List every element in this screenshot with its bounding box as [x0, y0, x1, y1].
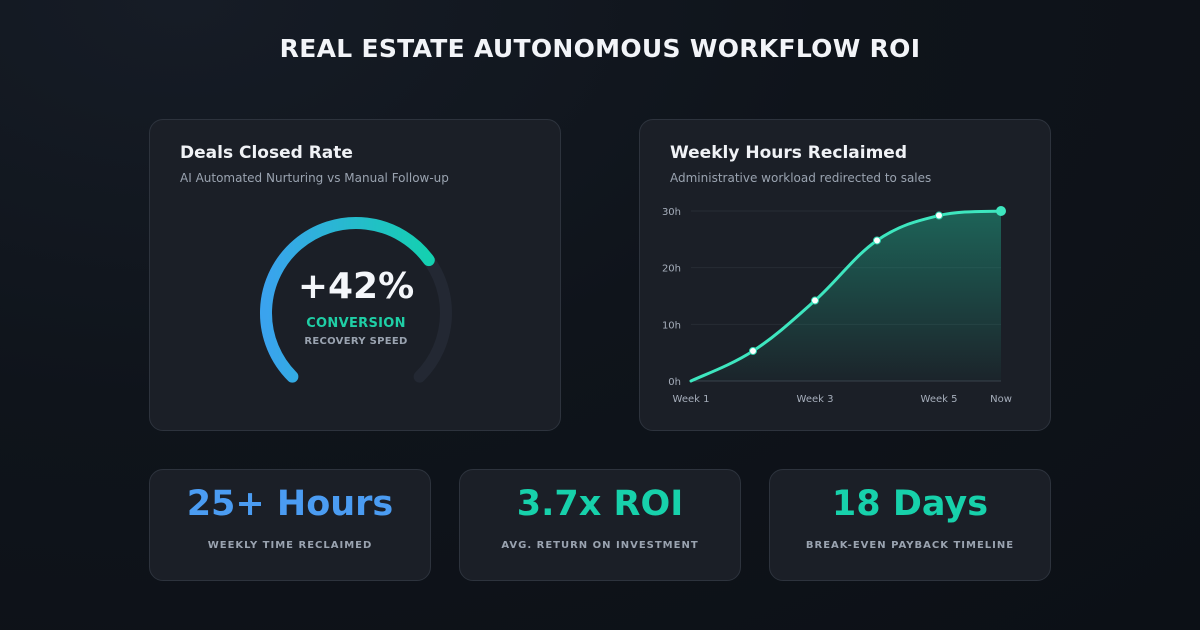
stat-caption: AVG. RETURN ON INVESTMENT: [501, 540, 699, 551]
deals-card-title: Deals Closed Rate: [180, 143, 353, 163]
gauge-label: CONVERSION: [306, 316, 406, 331]
stat-caption: BREAK-EVEN PAYBACK TIMELINE: [805, 540, 1015, 551]
data-point: [749, 346, 757, 355]
x-tick-label: Week 3: [797, 394, 834, 405]
hours-card-title: Weekly Hours Reclaimed: [670, 143, 908, 163]
stat-card-payback: 18 Days BREAK-EVEN PAYBACK TIMELINE: [769, 469, 1051, 581]
stat-value: 18 Days: [831, 484, 989, 524]
stat-card-hours: 25+ Hours WEEKLY TIME RECLAIMED: [149, 469, 431, 581]
stat-card-roi: 3.7x ROI AVG. RETURN ON INVESTMENT: [459, 469, 741, 581]
y-tick-label: 30h: [662, 207, 681, 218]
x-tick-label: Week 1: [673, 394, 710, 405]
page-title: REAL ESTATE AUTONOMOUS WORKFLOW ROI: [279, 34, 921, 63]
conversion-gauge: [260, 217, 452, 383]
gauge-value: +42%: [297, 266, 415, 307]
data-point: [996, 206, 1006, 216]
hours-area-fill: [691, 211, 1001, 381]
hours-line-chart: 0h 10h 20h 30h Week 1 Week 3 Week 5 Now: [662, 206, 1012, 405]
gauge-sublabel: RECOVERY SPEED: [304, 336, 408, 347]
data-point: [935, 211, 943, 220]
gauge-fill-arc: [260, 217, 435, 383]
weekly-hours-card: Weekly Hours Reclaimed Administrative wo…: [639, 119, 1051, 431]
x-tick-label: Week 5: [921, 394, 958, 405]
stat-value: 3.7x ROI: [516, 484, 684, 524]
y-tick-label: 10h: [662, 320, 681, 331]
stat-value: 25+ Hours: [186, 484, 394, 524]
data-point: [811, 296, 819, 305]
y-tick-label: 20h: [662, 264, 681, 275]
stat-caption: WEEKLY TIME RECLAIMED: [207, 540, 373, 551]
x-tick-label: Now: [990, 394, 1012, 405]
y-tick-label: 0h: [668, 377, 681, 388]
data-point: [873, 236, 881, 245]
deals-card-subtitle: AI Automated Nurturing vs Manual Follow-…: [180, 171, 449, 185]
deals-closed-card: Deals Closed Rate AI Automated Nurturing…: [149, 119, 561, 431]
hours-card-subtitle: Administrative workload redirected to sa…: [670, 171, 932, 185]
